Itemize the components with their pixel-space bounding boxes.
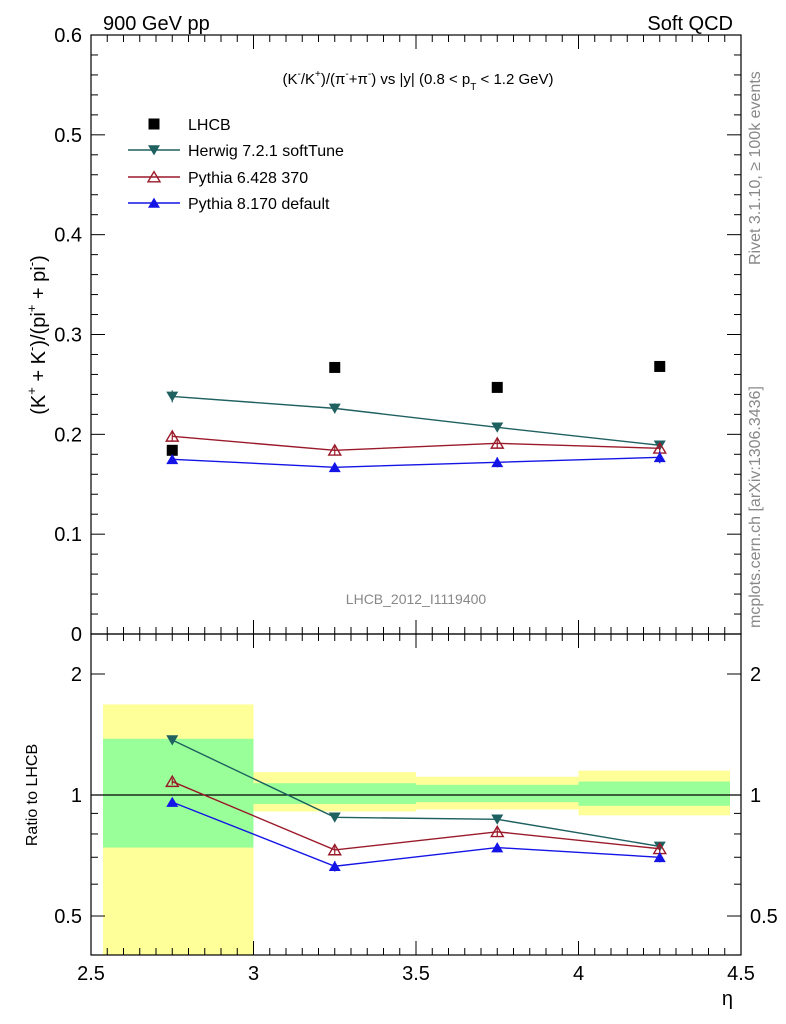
data-point-pythia8	[491, 456, 504, 468]
legend-label: Pythia 8.170 default	[188, 196, 330, 213]
main-y-tick-label: 0.4	[54, 225, 82, 247]
ratio-band-inner	[416, 784, 579, 803]
data-point-herwig	[491, 814, 504, 825]
data-point-pythia8	[328, 461, 341, 473]
data-point-pythia6	[490, 436, 505, 449]
data-point-pythia6	[165, 429, 180, 442]
ratio-line-1	[171, 739, 660, 848]
data-point-pythia8	[328, 860, 341, 872]
main-y-tick-label: 0.1	[54, 524, 82, 546]
ratio-y-axis-label: Ratio to LHCB	[24, 744, 41, 846]
main-y-axis-label: (K+ + K-)/(pi+ + pi-)	[24, 255, 50, 415]
main-plot-title: (K-/K+)/(π-+π-) vs |y| (0.8 < pT < 1.2 G…	[283, 69, 554, 93]
header-left: 900 GeV pp	[103, 13, 210, 35]
ratio-band-inner	[253, 783, 416, 804]
ratio-band-inner	[103, 738, 254, 848]
mcplots-label: mcplots.cern.ch [arXiv:1306.3436]	[747, 386, 764, 628]
x-tick-label: 4.5	[727, 963, 755, 985]
x-tick-label: 3.5	[402, 963, 430, 985]
data-point-pythia8	[653, 451, 666, 463]
data-point-herwig	[166, 391, 179, 402]
data-point-lhcb	[148, 118, 160, 130]
data-point-pythia8	[491, 842, 504, 853]
series-line-1	[172, 395, 660, 447]
ratio-uncertainty-bands	[103, 704, 730, 955]
data-point-pythia6	[327, 843, 342, 856]
legend-label: Herwig 7.2.1 softTune	[188, 143, 344, 160]
ratio-band-inner	[578, 781, 730, 806]
x-tick-label: 2.5	[77, 963, 105, 985]
ratio-y-tick-label-right: 2	[750, 664, 761, 686]
data-point-herwig	[328, 812, 341, 823]
data-point-lhcb	[329, 361, 341, 373]
data-point-pythia6	[327, 443, 342, 456]
x-tick-label: 3	[248, 963, 259, 985]
series-line-3	[172, 456, 660, 468]
data-point-lhcb	[166, 444, 178, 456]
main-series-layer	[165, 360, 667, 473]
ratio-y-tick-label: 1	[71, 785, 82, 807]
header-right: Soft QCD	[647, 13, 733, 35]
data-point-herwig	[166, 735, 179, 746]
main-y-tick-label: 0	[71, 624, 82, 646]
data-point-pythia6	[146, 170, 162, 183]
data-point-pythia8	[166, 796, 179, 807]
data-point-herwig	[148, 145, 160, 156]
main-y-tick-label: 0.2	[54, 424, 82, 446]
legend-label: Pythia 6.428 370	[188, 170, 308, 187]
x-axis-label: η	[722, 988, 733, 1010]
data-point-herwig	[491, 422, 504, 433]
ratio-y-tick-label-right: 1	[750, 785, 761, 807]
ratio-y-tick-label: 0.5	[54, 906, 82, 928]
ratio-line-3	[171, 801, 660, 867]
data-point-pythia8	[166, 453, 179, 465]
data-point-pythia8	[148, 197, 160, 208]
data-point-lhcb	[654, 360, 666, 372]
data-point-pythia8	[653, 851, 666, 863]
analysis-watermark: LHCB_2012_I1119400	[346, 591, 487, 607]
legend: LHCB Herwig 7.2.1 softTune Pythia 6.428 37…	[128, 117, 344, 213]
rivet-label: Rivet 3.1.10, ≥ 100k events	[747, 71, 764, 265]
data-point-herwig	[328, 403, 341, 414]
ratio-line-2	[171, 780, 660, 851]
axis-frames	[90, 34, 742, 956]
data-point-lhcb	[491, 381, 503, 393]
legend-label: LHCB	[188, 117, 231, 134]
series-line-2	[172, 435, 660, 452]
ratio-y-tick-label-right: 0.5	[750, 906, 778, 928]
ratio-y-tick-label: 2	[71, 664, 82, 686]
ratio-series-layer	[165, 735, 667, 872]
main-y-tick-label: 0.5	[54, 125, 82, 147]
main-y-tick-label: 0.6	[54, 25, 82, 47]
main-y-tick-label: 0.3	[54, 325, 82, 347]
data-point-pythia6	[490, 825, 505, 838]
data-point-pythia6	[165, 774, 180, 788]
tick-labels-layer: 0 0.1 0.2 0.3 0.4 0.5 0.6 0.5 0.5 1 1 2 2 2.5 3 3.5 4 4.5	[54, 25, 778, 985]
x-tick-label: 4	[573, 963, 584, 985]
